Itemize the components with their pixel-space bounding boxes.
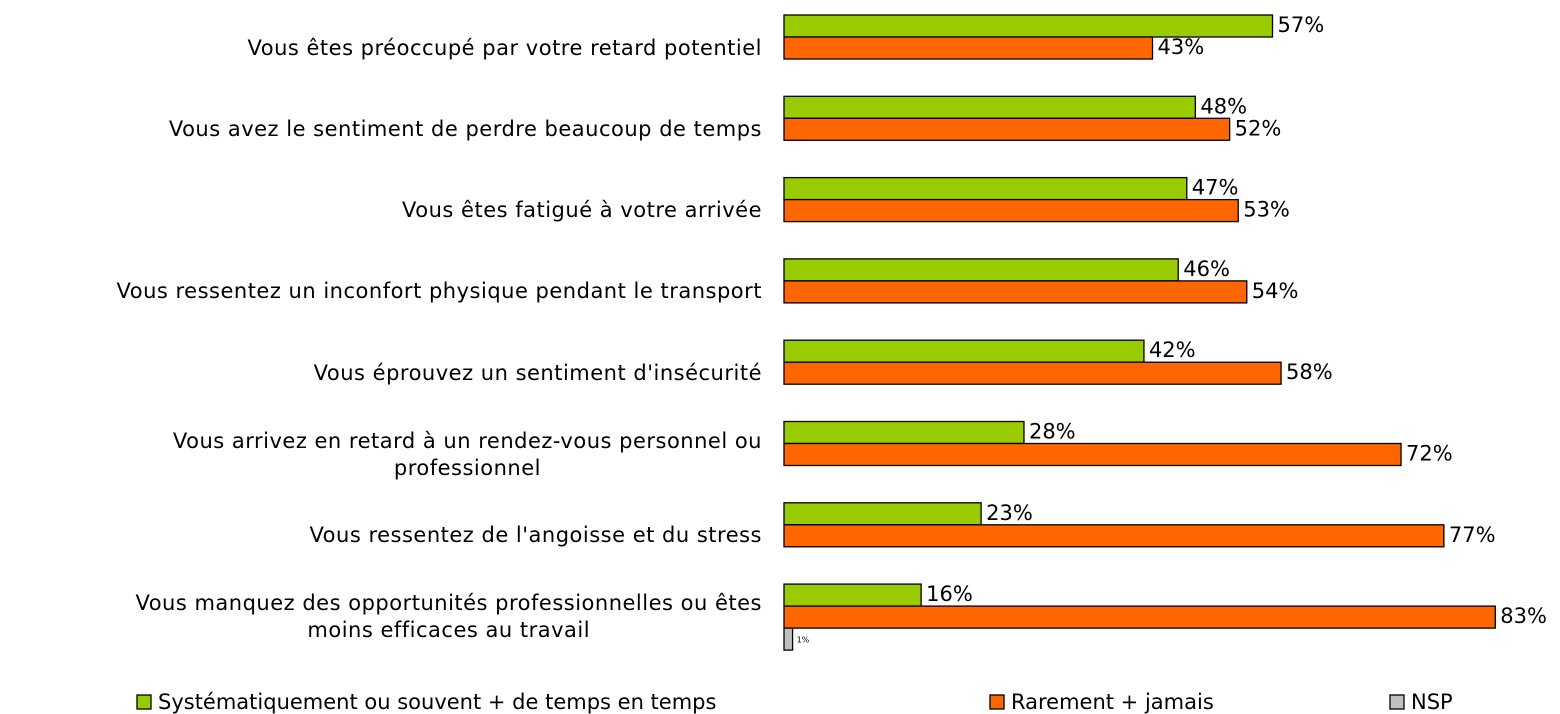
legend-swatch bbox=[136, 694, 152, 710]
value-label: 43% bbox=[1158, 35, 1205, 59]
value-label: 72% bbox=[1406, 442, 1453, 466]
value-label: 52% bbox=[1235, 116, 1282, 140]
category-label: Vous avez le sentiment de perdre beaucou… bbox=[169, 116, 762, 143]
legend-swatch bbox=[989, 694, 1005, 710]
legend-label: Systématiquement ou souvent + de temps e… bbox=[158, 690, 716, 714]
category-label: Vous arrivez en retard à un rendez-vous … bbox=[173, 428, 762, 482]
category-label: Vous manquez des opportunités profession… bbox=[135, 590, 762, 644]
category-label: Vous êtes fatigué à votre arrivée bbox=[402, 197, 762, 224]
bar bbox=[783, 420, 1025, 445]
bar bbox=[783, 280, 1248, 304]
value-label: 53% bbox=[1243, 198, 1290, 222]
bar bbox=[783, 339, 1145, 363]
legend-label: NSP bbox=[1411, 690, 1453, 714]
value-label: 54% bbox=[1252, 279, 1299, 303]
value-label: 1% bbox=[797, 636, 810, 645]
category-label: Vous ressentez un inconfort physique pen… bbox=[116, 278, 762, 305]
value-label: 23% bbox=[986, 501, 1033, 525]
category-text: Vous éprouvez un sentiment d'insécurité bbox=[313, 360, 762, 385]
value-label: 47% bbox=[1192, 176, 1239, 200]
bar bbox=[783, 176, 1188, 201]
category-text: Vous êtes fatigué à votre arrivée bbox=[402, 198, 762, 223]
category-text: Vous ressentez un inconfort physique pen… bbox=[116, 279, 762, 304]
category-text: Vous manquez des opportunités profession… bbox=[135, 591, 762, 643]
bar bbox=[783, 502, 982, 526]
bar bbox=[783, 524, 1445, 548]
bar bbox=[783, 258, 1179, 282]
category-text: Vous êtes préoccupé par votre retard pot… bbox=[247, 35, 762, 60]
bar bbox=[783, 442, 1402, 467]
value-label: 16% bbox=[926, 582, 973, 606]
category-label: Vous êtes préoccupé par votre retard pot… bbox=[247, 35, 762, 62]
bar bbox=[783, 36, 1154, 60]
bar bbox=[783, 361, 1282, 385]
bar bbox=[783, 14, 1274, 38]
legend-label: Rarement + jamais bbox=[1011, 690, 1214, 714]
legend-swatch bbox=[1389, 694, 1405, 710]
category-text: Vous avez le sentiment de perdre beaucou… bbox=[168, 116, 762, 141]
bar bbox=[783, 605, 1496, 629]
value-label: 42% bbox=[1149, 338, 1196, 362]
value-label: 46% bbox=[1183, 257, 1230, 281]
bar bbox=[783, 117, 1231, 141]
bar bbox=[783, 198, 1239, 223]
value-label: 28% bbox=[1029, 420, 1076, 444]
value-label: 83% bbox=[1500, 604, 1547, 628]
category-label: Vous éprouvez un sentiment d'insécurité bbox=[314, 360, 762, 387]
value-label: 48% bbox=[1200, 94, 1247, 118]
bar bbox=[783, 583, 922, 607]
bar bbox=[783, 627, 794, 651]
category-text: Vous ressentez de l'angoisse et du stres… bbox=[309, 523, 762, 548]
value-label: 77% bbox=[1449, 523, 1496, 547]
category-text: Vous arrivez en retard à un rendez-vous … bbox=[172, 428, 762, 480]
category-label: Vous ressentez de l'angoisse et du stres… bbox=[309, 522, 762, 549]
value-label: 58% bbox=[1286, 360, 1333, 384]
bar bbox=[783, 95, 1197, 119]
value-label: 57% bbox=[1277, 13, 1324, 37]
